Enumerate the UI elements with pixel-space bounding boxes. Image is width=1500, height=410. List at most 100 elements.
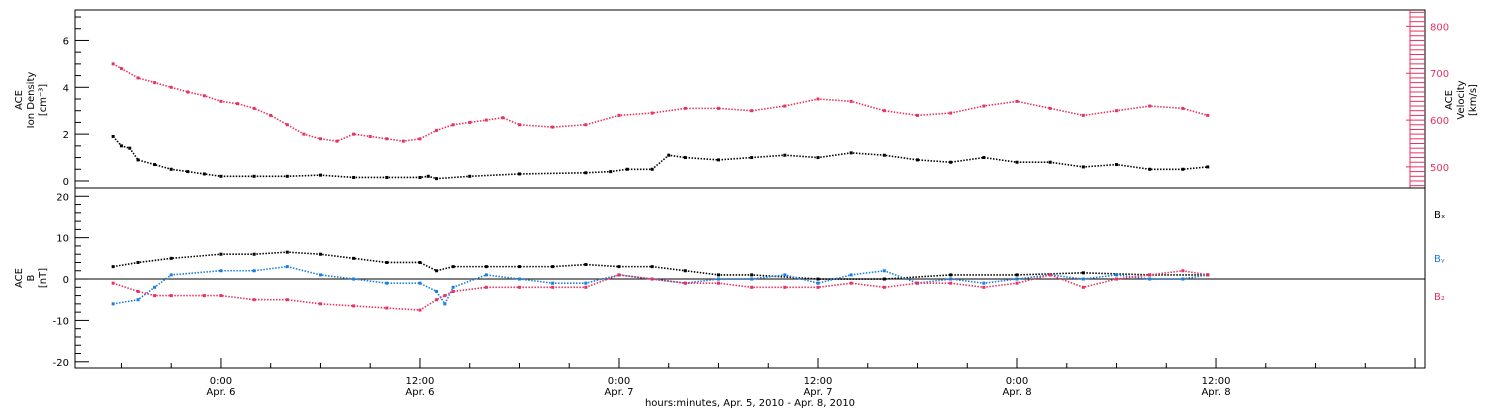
bx-point (418, 260, 422, 264)
bz-point (584, 285, 588, 289)
density-point (882, 153, 886, 157)
field-tick-label: -10 (53, 316, 69, 327)
velocity-point (302, 132, 306, 136)
density-point (1181, 167, 1185, 171)
bx-point (551, 265, 555, 269)
bx-point (451, 265, 455, 269)
velocity-point (335, 139, 339, 143)
date-tick-label: Apr. 6 (405, 387, 434, 398)
field-tick-label: -20 (53, 358, 69, 369)
velocity-point (683, 106, 687, 110)
bz-point (451, 289, 455, 293)
bx-point (816, 277, 820, 281)
bz-point (1115, 277, 1119, 281)
by-point (849, 273, 853, 277)
velocity-ylabel-line1: ACE (1444, 90, 1455, 110)
density-point (650, 167, 654, 171)
by-point (982, 281, 986, 285)
density-point (982, 156, 986, 160)
bx-point (517, 265, 521, 269)
by-point (1181, 277, 1185, 281)
velocity-point (385, 137, 389, 141)
by-point (418, 281, 422, 285)
bz-point (1181, 269, 1185, 273)
velocity-point (236, 102, 240, 106)
velocity-point (1015, 99, 1019, 103)
velocity-point (169, 85, 173, 89)
velocity-point (1081, 113, 1085, 117)
date-tick-label: Apr. 7 (803, 387, 832, 398)
bz-point (202, 294, 206, 298)
density-point (352, 175, 356, 179)
velocity-point (501, 116, 505, 120)
bx-point (111, 265, 115, 269)
velocity-point (153, 81, 157, 85)
legend-by: Bᵧ (1434, 254, 1445, 265)
density-point (517, 172, 521, 176)
field-tick-label: 0 (63, 275, 69, 286)
velocity-point (882, 109, 886, 113)
density-tick-label: 4 (63, 83, 69, 94)
bz-point (949, 281, 953, 285)
velocity-point (1206, 113, 1210, 117)
density-point (816, 156, 820, 160)
field-ylabel-line3: [nT] (38, 268, 49, 288)
density-point (1148, 167, 1152, 171)
by-point (1015, 277, 1019, 281)
density-point (169, 167, 173, 171)
density-point (609, 170, 613, 174)
density-point (111, 134, 115, 138)
time-axis-label: hours:minutes, Apr. 5, 2010 - Apr. 8, 20… (645, 398, 855, 409)
velocity-point (1048, 106, 1052, 110)
density-point (153, 163, 157, 167)
velocity-point (750, 109, 754, 113)
by-point (1148, 277, 1152, 281)
bx-point (169, 256, 173, 260)
density-point (1115, 163, 1119, 167)
by-point (219, 269, 223, 273)
by-point (451, 285, 455, 289)
density-point (1206, 165, 1210, 169)
density-ylabel-line3: [cm⁻³] (38, 84, 49, 116)
time-tick-label: 12:00 (804, 376, 833, 387)
density-point (202, 172, 206, 176)
by-point (252, 269, 256, 273)
bz-point (683, 281, 687, 285)
bz-point (169, 294, 173, 298)
by-point (484, 273, 488, 277)
by-point (517, 277, 521, 281)
density-line (112, 135, 1208, 180)
date-tick-label: Apr. 6 (206, 387, 235, 398)
by-point (285, 265, 289, 269)
density-point (385, 175, 389, 179)
time-tick-label: 12:00 (406, 376, 435, 387)
bz-point (252, 298, 256, 302)
bz-point (1081, 285, 1085, 289)
density-ylabel-line2: Ion Density (26, 72, 37, 129)
velocity-line (112, 63, 1208, 142)
bx-point (882, 277, 886, 281)
velocity-point (849, 99, 853, 103)
velocity-point (202, 94, 206, 98)
velocity-point (186, 90, 190, 94)
velocity-tick-label: 600 (1430, 116, 1449, 127)
density-point (136, 158, 140, 162)
field-ylabel-line2: B (26, 274, 37, 281)
bz-point (650, 277, 654, 281)
velocity-point (468, 120, 472, 124)
velocity-point (617, 113, 621, 117)
density-point (750, 156, 754, 160)
velocity-point (584, 123, 588, 127)
density-tick-label: 6 (63, 36, 69, 47)
density-velocity-panel: 0 2 4 6 500 600 700 800 ACE Ion Density [cm⁻³]… (14, 9, 1479, 189)
bz-point (849, 281, 853, 285)
velocity-point (1181, 106, 1185, 110)
density-ylabel-line1: ACE (14, 90, 25, 110)
by-point (750, 277, 754, 281)
date-tick-label: Apr. 8 (1201, 387, 1230, 398)
density-point (285, 174, 289, 178)
velocity-ylabel-line3: [km/s] (1468, 84, 1479, 116)
velocity-point (1148, 104, 1152, 108)
bx-point (949, 273, 953, 277)
bz-point (153, 294, 157, 298)
